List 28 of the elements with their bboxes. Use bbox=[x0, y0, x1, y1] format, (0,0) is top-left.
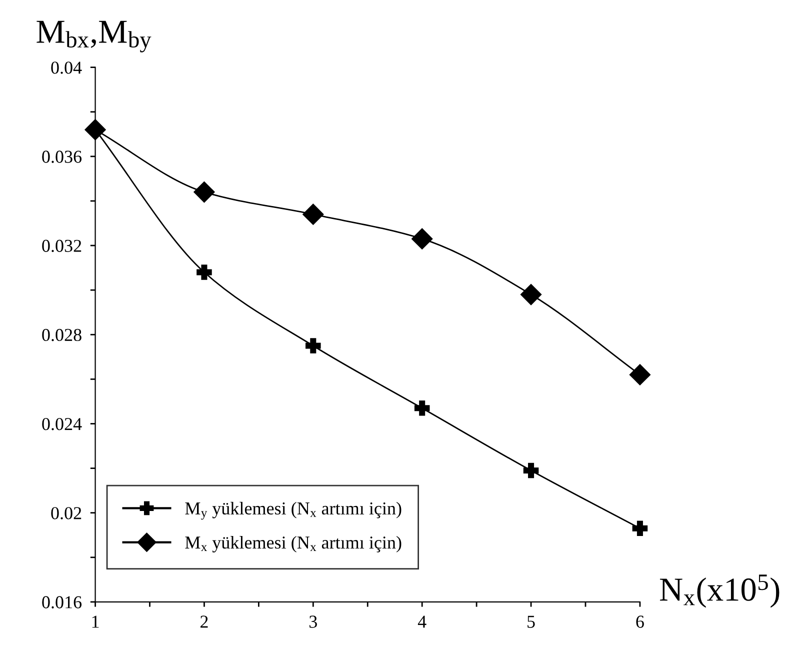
x-tick-label: 1 bbox=[92, 616, 99, 628]
y-tick-label: 0.028 bbox=[42, 328, 82, 342]
point bbox=[306, 338, 321, 354]
y-tick-label: 0.04 bbox=[51, 62, 82, 74]
point bbox=[414, 400, 430, 416]
point bbox=[523, 462, 539, 478]
y-tick-label: 0.032 bbox=[42, 240, 82, 252]
point bbox=[196, 264, 212, 280]
legend-label: M$_{x}$ yüklemesi (N$_{x}$ artımı için) bbox=[185, 536, 402, 552]
x-tick-label: 4 bbox=[418, 616, 426, 628]
y-tick-label: 0.02 bbox=[51, 507, 82, 520]
y-tick-label: 0.024 bbox=[42, 418, 82, 430]
y-tick-label: 0.036 bbox=[42, 150, 82, 163]
point bbox=[302, 204, 324, 225]
legend-label: M$_{y}$ yüklemesi (N$_{x}$ artımı için) bbox=[185, 502, 402, 520]
point bbox=[632, 520, 648, 536]
x-tick-label: 6 bbox=[636, 616, 644, 628]
x-tick-label: 2 bbox=[200, 616, 208, 628]
y-axis-title: M$_{bx}$,M$_{by}$ bbox=[36, 20, 152, 52]
point bbox=[520, 284, 542, 306]
x-tick-label: 5 bbox=[528, 616, 535, 628]
x-tick-label: 3 bbox=[310, 616, 317, 628]
point bbox=[412, 228, 433, 250]
x-axis-title: N$_{x}$(x10$^{5}$) bbox=[660, 574, 780, 608]
point bbox=[629, 364, 650, 386]
point bbox=[194, 182, 215, 203]
y-tick-label: 0.016 bbox=[42, 596, 82, 608]
point bbox=[84, 119, 106, 140]
